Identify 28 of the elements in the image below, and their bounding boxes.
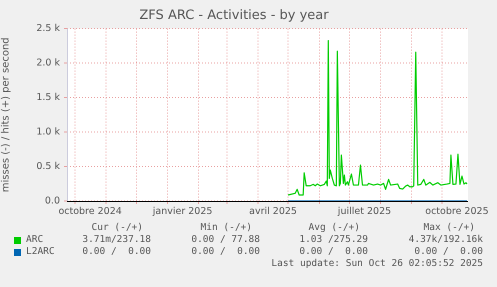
x-tick-label: octobre 2024 [58, 206, 122, 218]
text: Cur (-/+) [92, 222, 143, 233]
x-tick-label: octobre 2025 [425, 206, 489, 218]
text: Min (-/+) [200, 222, 252, 233]
text: 0.00 / 0.00 [414, 246, 483, 257]
legend-label: ARC [26, 234, 44, 245]
text: 0.00 / 0.00 [82, 246, 151, 257]
y-tick-label: 2.5 k [36, 23, 60, 34]
y-tick-label: 1.5 k [36, 92, 60, 104]
y-tick-label: 0.0 [44, 195, 60, 206]
text: 0.00 / 0.00 [299, 246, 368, 257]
y-axis-title: misses (-) / hits (+) per second [0, 37, 12, 192]
text: Last update: Sun Oct 26 02:05:52 2025 [271, 258, 483, 269]
text: Max (-/+) [424, 222, 475, 233]
text: 0.00 / 0.00 [191, 246, 260, 257]
text: Avg (-/+) [308, 222, 360, 233]
text: 4.37k/192.16k [408, 234, 483, 245]
text: 0.00 / 77.88 [191, 234, 260, 245]
x-tick-label: avril 2025 [249, 206, 297, 218]
y-tick-label: 2.0 k [36, 58, 60, 69]
y-tick-label: 1.0 k [36, 126, 60, 138]
x-tick-label: janvier 2025 [152, 206, 212, 218]
legend-label: L2ARC [26, 246, 55, 257]
x-tick-label: juillet 2025 [336, 206, 392, 218]
chart-title: ZFS ARC - Activities - by year [139, 8, 330, 24]
text: 3.71m/237.18 [82, 234, 151, 245]
y-tick-label: 0.5 k [36, 160, 60, 172]
text: 1.03 /275.29 [299, 234, 368, 245]
